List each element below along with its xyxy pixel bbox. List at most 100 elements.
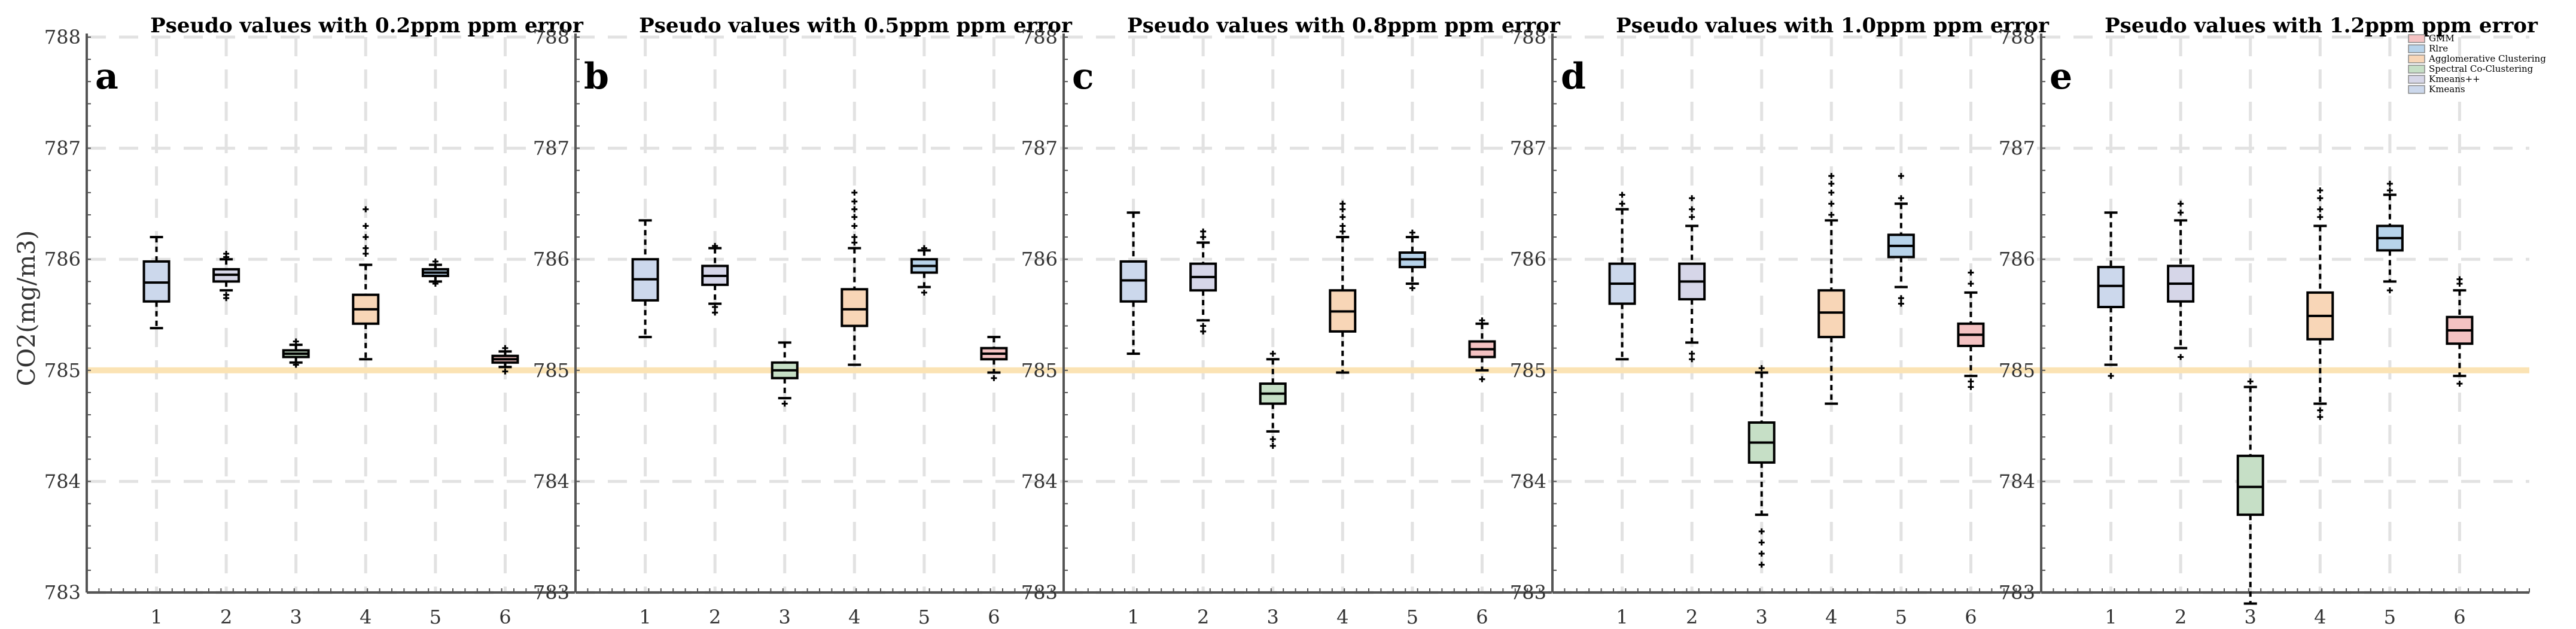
y-tick-label: 788 [1021,26,1058,48]
legend-label: Kmeans [2429,84,2465,95]
box-5 [910,245,938,296]
x-tick-label: 5 [430,606,441,628]
y-tick-label: 785 [533,359,570,382]
y-tick-label: 783 [1021,581,1058,604]
legend-swatch [2408,65,2425,74]
legend-label: Agglomerative Clustering [2428,53,2546,64]
panel-label: b [584,56,609,98]
panel-label: c [1072,56,1094,98]
x-tick-label: 2 [1686,606,1698,628]
panel-a: 783 784 785 786 787 788 1 2 3 4 5 6 Pseudo values wi… [44,14,584,628]
box-4 [841,189,869,366]
y-tick-label: 783 [1510,581,1546,604]
box-2 [1189,228,1217,335]
y-tick-label: 783 [1999,581,2035,604]
legend-item: Agglomerative Clustering [2408,53,2546,64]
x-tick-label: 5 [1895,606,1907,628]
box-1 [1119,211,1147,355]
box-2 [1678,195,1706,363]
box-5 [1887,173,1915,307]
y-tick-label: 787 [1510,137,1546,160]
box-body [841,288,869,327]
box-1 [142,236,170,330]
y-tick-label: 785 [1999,359,2035,382]
panel-d: 783 784 785 786 787 788 1 2 3 4 5 6 Pseudo values wi… [1510,14,2050,628]
box-4 [352,206,380,361]
legend-item: Kmeans [2408,84,2465,95]
x-tick-label: 4 [2314,606,2326,628]
y-axis-label: CO2(mg/m3) [13,230,41,386]
box-3 [1259,350,1287,449]
x-tick-label: 2 [1197,606,1209,628]
x-tick-label: 3 [1267,606,1279,628]
x-tick-label: 3 [1756,606,1768,628]
box-6 [491,345,519,375]
x-tick-label: 4 [1825,606,1837,628]
y-tick-label: 786 [1510,248,1546,271]
y-tick-label: 786 [1999,248,2035,271]
x-tick-label: 2 [709,606,721,628]
x-tick-label: 1 [1616,606,1628,628]
panel-title: Pseudo values with 1.2ppm ppm error [2105,14,2538,38]
y-tick-label: 784 [1999,470,2035,493]
box-3 [282,338,310,368]
legend-label: Kmeans++ [2429,74,2480,84]
x-tick-label: 4 [848,606,860,628]
x-tick-label: 5 [1406,606,1418,628]
x-tick-label: 1 [2105,606,2117,628]
x-tick-label: 1 [1127,606,1139,628]
box-1 [631,219,659,339]
y-tick-label: 786 [44,248,81,271]
y-tick-label: 787 [1999,137,2035,160]
y-tick-label: 784 [1021,470,1058,493]
legend-item: GMM [2408,33,2455,44]
box-4 [2306,187,2334,420]
box-6 [1957,269,1985,390]
x-tick-label: 6 [499,606,511,628]
y-tick-label: 785 [44,359,81,382]
x-tick-label: 6 [1476,606,1488,628]
panel-title: Pseudo values with 0.8ppm ppm error [1127,14,1561,38]
box-2 [701,242,729,316]
y-tick-label: 783 [44,581,81,604]
box-5 [2376,180,2404,294]
panel-label: d [1561,56,1586,98]
panel-e: 783 784 785 786 787 788 1 2 3 4 5 6 Pseudo values wi… [1999,14,2538,628]
y-tick-label: 786 [1021,248,1058,271]
x-tick-label: 4 [360,606,372,628]
y-tick-label: 783 [533,581,570,604]
y-tick-label: 784 [1510,470,1546,493]
box-4 [1329,200,1357,374]
box-3 [2236,378,2264,605]
x-tick-label: 6 [1965,606,1977,628]
x-tick-label: 2 [2175,606,2187,628]
x-tick-label: 1 [150,606,162,628]
box-4 [1817,173,1846,405]
legend-swatch [2408,54,2425,63]
x-tick-label: 6 [988,606,1000,628]
legend-item: Rlre [2408,43,2448,54]
y-tick-label: 788 [1510,26,1546,48]
panel-label: a [95,56,118,98]
box-5 [421,258,449,287]
legend-label: GMM [2429,33,2455,44]
x-tick-label: 2 [220,606,232,628]
panel-title: Pseudo values with 0.2ppm ppm error [150,14,584,38]
y-tick-label: 787 [1021,137,1058,160]
legend-swatch [2408,44,2425,53]
x-tick-label: 4 [1336,606,1348,628]
y-tick-label: 784 [533,470,570,493]
legend-item: Spectral Co-Clustering [2408,63,2534,74]
legend-swatch [2408,75,2425,84]
box-1 [2097,211,2125,379]
x-tick-label: 3 [779,606,791,628]
legend-label: Spectral Co-Clustering [2429,63,2534,74]
panel-title: Pseudo values with 0.5ppm ppm error [639,14,1073,38]
y-tick-label: 788 [1999,26,2035,48]
panel-c: 783 784 785 786 787 788 1 2 3 4 5 6 Pseudo values wi… [1021,14,1561,628]
panel-label: e [2050,56,2072,98]
y-tick-label: 787 [533,137,570,160]
x-tick-label: 3 [2245,606,2257,628]
box-3 [771,341,799,407]
